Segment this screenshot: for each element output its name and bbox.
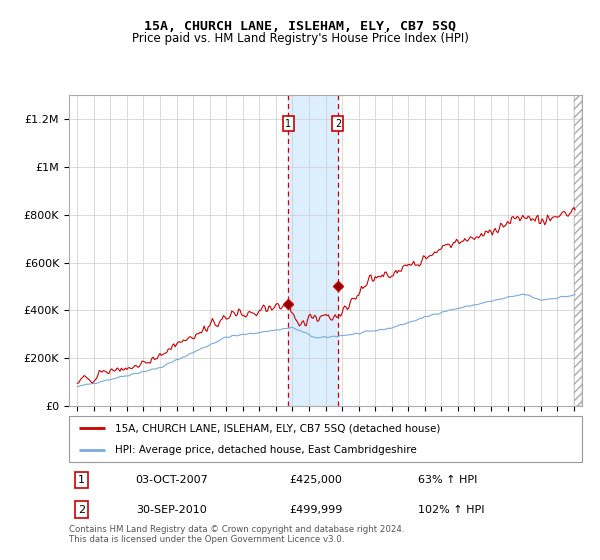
Text: HPI: Average price, detached house, East Cambridgeshire: HPI: Average price, detached house, East… — [115, 445, 417, 455]
Text: Price paid vs. HM Land Registry's House Price Index (HPI): Price paid vs. HM Land Registry's House … — [131, 32, 469, 45]
Text: 102% ↑ HPI: 102% ↑ HPI — [418, 505, 484, 515]
Text: 03-OCT-2007: 03-OCT-2007 — [136, 475, 208, 485]
FancyBboxPatch shape — [69, 416, 582, 462]
Text: 2: 2 — [78, 505, 85, 515]
Text: £499,999: £499,999 — [290, 505, 343, 515]
Text: 30-SEP-2010: 30-SEP-2010 — [136, 505, 206, 515]
Text: £425,000: £425,000 — [290, 475, 343, 485]
Bar — [288, 95, 338, 406]
Text: 2: 2 — [335, 119, 341, 129]
Text: Contains HM Land Registry data © Crown copyright and database right 2024.
This d: Contains HM Land Registry data © Crown c… — [69, 525, 404, 544]
Text: 63% ↑ HPI: 63% ↑ HPI — [418, 475, 477, 485]
Text: 1: 1 — [79, 475, 85, 485]
Text: 15A, CHURCH LANE, ISLEHAM, ELY, CB7 5SQ (detached house): 15A, CHURCH LANE, ISLEHAM, ELY, CB7 5SQ … — [115, 423, 440, 433]
Text: 15A, CHURCH LANE, ISLEHAM, ELY, CB7 5SQ: 15A, CHURCH LANE, ISLEHAM, ELY, CB7 5SQ — [144, 20, 456, 32]
Text: 1: 1 — [285, 119, 292, 129]
